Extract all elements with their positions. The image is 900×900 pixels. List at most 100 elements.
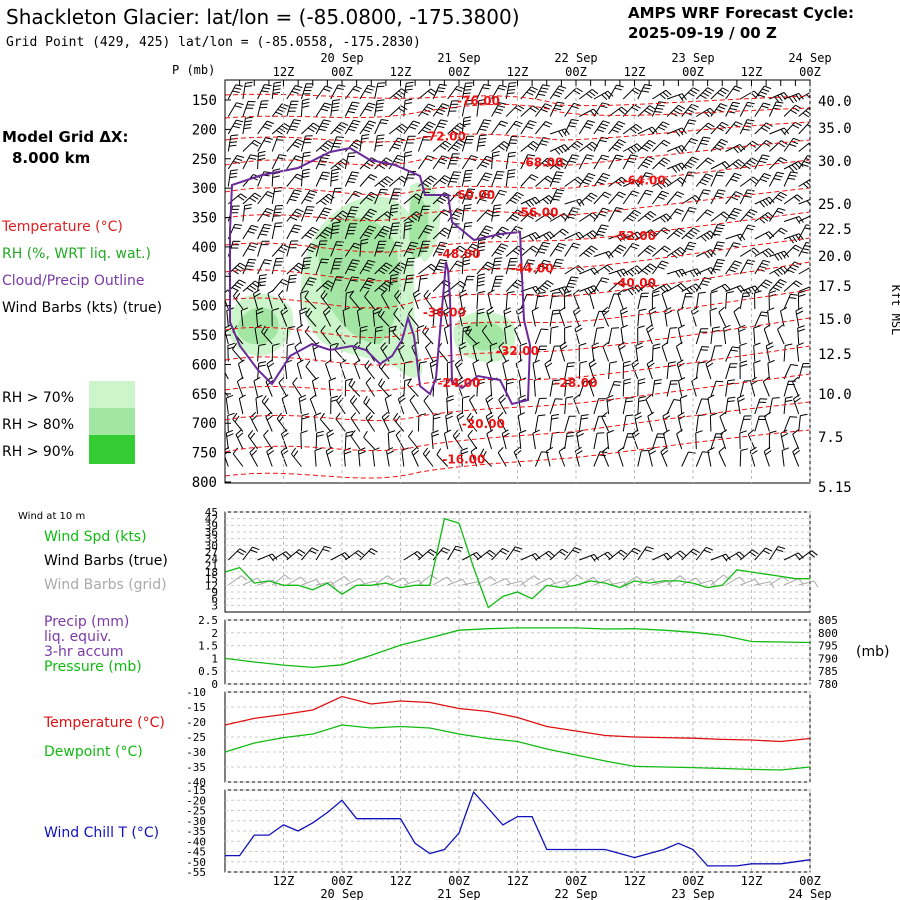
wind-barb bbox=[564, 378, 574, 397]
wind-barb bbox=[564, 154, 580, 170]
temperature-contour-labels: -76.00-72.00-68.00-64.00-60.00-56.00-52.… bbox=[423, 94, 666, 466]
wind-barb bbox=[797, 290, 806, 310]
wind-barb bbox=[299, 307, 307, 327]
wind-barb bbox=[242, 154, 258, 170]
wind-barb bbox=[695, 398, 709, 415]
top-time-label: 00Z bbox=[799, 65, 821, 79]
bottom-time-label: 00Z bbox=[799, 874, 821, 888]
wind-barb bbox=[257, 84, 272, 100]
wind-barb bbox=[461, 82, 473, 100]
wind-barb bbox=[725, 291, 734, 310]
wind-barb bbox=[608, 549, 628, 561]
wind-barb bbox=[418, 175, 437, 188]
wind-barb bbox=[353, 359, 361, 380]
wind-barb bbox=[315, 85, 333, 100]
wind-barb bbox=[733, 306, 741, 327]
wind-barb bbox=[725, 551, 745, 561]
wind-barb bbox=[392, 325, 405, 345]
wind-chill-tick-label: -30 bbox=[186, 815, 206, 828]
wind-barb bbox=[593, 207, 610, 222]
wind-barb bbox=[304, 290, 317, 310]
bottom-time-label: 12Z bbox=[507, 874, 529, 888]
wind-barb bbox=[330, 99, 341, 117]
wind-barb bbox=[388, 137, 405, 152]
wind-barb bbox=[754, 139, 773, 152]
wind-barb bbox=[381, 411, 390, 432]
wind-barb bbox=[227, 279, 247, 292]
wind-barb bbox=[520, 174, 539, 187]
wind-barb bbox=[315, 226, 334, 240]
wind-barb bbox=[286, 138, 304, 152]
wind-barb bbox=[710, 211, 730, 222]
wind-barb bbox=[535, 577, 556, 586]
wind-barb bbox=[345, 550, 365, 561]
wind-barb bbox=[374, 575, 394, 586]
pressure-tick-label: 700 bbox=[192, 416, 217, 432]
wind-barb bbox=[266, 446, 275, 467]
precip-tick-label: 0 bbox=[211, 678, 218, 691]
cycle-label: AMPS WRF Forecast Cycle: bbox=[628, 4, 854, 22]
wind-barb bbox=[798, 141, 810, 152]
wind-barb bbox=[651, 379, 662, 397]
wind-barb bbox=[363, 430, 375, 450]
wind-barb bbox=[695, 136, 711, 152]
wind-barb bbox=[768, 430, 777, 449]
wind-barb bbox=[593, 224, 609, 240]
wind-barb bbox=[764, 411, 771, 432]
wind-barb bbox=[549, 345, 562, 362]
pressure-line bbox=[224, 627, 811, 669]
wind-barb bbox=[564, 325, 572, 345]
wind-barb bbox=[652, 283, 672, 293]
wind-barb bbox=[520, 210, 539, 222]
wind-barb bbox=[225, 394, 234, 415]
wind-barb bbox=[710, 121, 729, 135]
wind-barb bbox=[344, 101, 360, 117]
wind-barb bbox=[783, 161, 804, 173]
wind-barb bbox=[359, 157, 378, 170]
wind-barb bbox=[739, 259, 756, 275]
wind-tick-label: 21 bbox=[205, 559, 218, 572]
temperature-line bbox=[224, 695, 811, 743]
wind-barb bbox=[344, 206, 359, 222]
wind-barb bbox=[506, 580, 526, 588]
wind-chill-tick-label: -15 bbox=[186, 784, 206, 797]
wind-barb bbox=[387, 430, 396, 450]
wind-barb bbox=[535, 280, 554, 292]
wind-barb bbox=[271, 343, 280, 362]
wind-barb bbox=[739, 189, 755, 205]
wind-barb bbox=[257, 223, 272, 240]
wind-barb bbox=[518, 377, 527, 397]
bottom-date-label: 20 Sep bbox=[320, 887, 363, 900]
wind-barb bbox=[593, 102, 610, 117]
wind-barb bbox=[461, 135, 475, 152]
wind-barb bbox=[696, 230, 716, 242]
wind-barb bbox=[447, 171, 462, 187]
wind-barb bbox=[227, 155, 245, 170]
wind-barb bbox=[783, 171, 798, 187]
wind-barb bbox=[325, 446, 334, 467]
wind-barb bbox=[564, 140, 584, 152]
wind-barb bbox=[749, 446, 758, 467]
wind-barb bbox=[374, 119, 389, 135]
wind-barb bbox=[460, 447, 469, 467]
wind-barb bbox=[476, 172, 493, 187]
wind-barb bbox=[651, 290, 660, 309]
wind-barb bbox=[622, 414, 634, 432]
wind-barb bbox=[578, 380, 592, 397]
wind-barb bbox=[739, 101, 755, 117]
temperature-contours bbox=[225, 93, 810, 479]
wind-barb bbox=[461, 188, 476, 205]
top-date-labels: 20 Sep 21 Sep 22 Sep 23 Sep 24 Sep bbox=[320, 51, 831, 65]
wind-barb bbox=[271, 278, 290, 292]
page-title: Shackleton Glacier: lat/lon = (-85.0800,… bbox=[6, 5, 520, 29]
wind-barb bbox=[661, 289, 669, 310]
wind-barb bbox=[534, 345, 548, 362]
wind-barb bbox=[242, 192, 262, 205]
wind-barb bbox=[330, 258, 343, 275]
wind-barb bbox=[681, 451, 696, 467]
wind-barb bbox=[305, 360, 317, 380]
precip-tick-label: 1 bbox=[211, 652, 218, 665]
wind-tick-label: 36 bbox=[205, 526, 218, 539]
temperature-tick-label: -20 bbox=[186, 716, 206, 729]
wind-barb bbox=[330, 121, 349, 135]
